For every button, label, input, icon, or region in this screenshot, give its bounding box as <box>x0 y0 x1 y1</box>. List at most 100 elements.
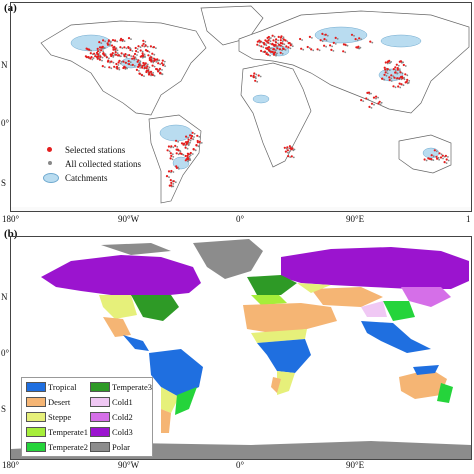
all-station-dot <box>129 47 132 49</box>
climate-legend: Tropical Temperate3 Desert Cold1 Steppe … <box>21 377 153 457</box>
all-station-dot <box>121 47 124 50</box>
selected-station-dot <box>190 137 193 140</box>
selected-station-dot <box>278 48 282 51</box>
all-station-dot <box>435 150 438 153</box>
selected-station-dot <box>115 62 118 66</box>
all-station-dot <box>353 34 355 37</box>
selected-station-dot <box>154 58 157 61</box>
selected-station-dot <box>147 69 150 72</box>
selected-station-dot <box>110 44 114 47</box>
selected-station-dot <box>123 65 126 68</box>
selected-station-dot <box>186 154 189 157</box>
x-tick-a-1: 90°W <box>118 214 140 224</box>
selected-station-dot <box>395 63 398 66</box>
selected-station-dot <box>265 52 268 56</box>
selected-station-dot <box>106 43 110 46</box>
legend-all-stations: All collected stations <box>43 157 141 171</box>
all-station-dot <box>153 65 156 68</box>
selected-station-dot <box>388 78 391 82</box>
selected-station-dot <box>138 72 141 75</box>
selected-station-dot <box>273 51 277 54</box>
selected-station-dot <box>253 72 256 75</box>
all-station-dot <box>397 64 400 67</box>
all-station-dot <box>390 77 393 80</box>
all-station-dot <box>182 153 185 156</box>
all-station-dot <box>129 61 132 63</box>
selected-station-dot <box>279 36 282 39</box>
selected-station-dot <box>430 158 433 161</box>
all-station-dot <box>116 40 118 43</box>
selected-station-dot <box>133 57 136 60</box>
selected-station-dot <box>192 148 195 151</box>
selected-station-dot <box>288 42 291 45</box>
all-station-dot <box>117 64 120 66</box>
all-station-dot <box>375 97 377 100</box>
all-station-dot <box>292 149 295 152</box>
selected-station-dot <box>155 67 158 71</box>
all-station-dot <box>120 60 123 63</box>
region-polar-greenland <box>193 239 263 279</box>
selected-station-dot <box>260 45 263 48</box>
all-station-dot <box>269 40 272 43</box>
selected-station-dot <box>157 70 160 73</box>
all-station-dot <box>189 139 192 142</box>
region-steppe-south-america <box>161 387 179 413</box>
catchment-africa-west <box>252 94 270 104</box>
all-station-dot <box>138 61 141 64</box>
selected-station-dot <box>396 68 399 71</box>
selected-station-dot <box>435 155 438 158</box>
selected-station-dot <box>98 46 102 49</box>
all-station-dot <box>360 38 363 41</box>
selected-station-dot <box>143 66 146 69</box>
selected-station-dot <box>96 47 99 51</box>
all-station-dot <box>144 55 146 58</box>
selected-station-dot <box>274 44 277 47</box>
all-station-dot <box>388 62 391 64</box>
legend-swatch-temperate1 <box>26 427 46 437</box>
selected-station-dot <box>350 33 354 36</box>
selected-station-dot <box>388 76 391 79</box>
region-cold3-north-america <box>41 255 201 297</box>
x-tick-a-4: 1 <box>466 214 471 224</box>
all-station-dot <box>287 151 289 154</box>
all-station-dot <box>172 146 175 149</box>
selected-station-dot <box>394 71 397 74</box>
selected-station-dot <box>402 63 405 67</box>
selected-station-dot <box>162 64 165 67</box>
selected-station-dot <box>262 41 265 45</box>
all-station-dot <box>95 53 97 56</box>
selected-station-dot <box>430 154 433 157</box>
selected-station-dot <box>113 46 116 49</box>
all-station-dot <box>143 53 146 56</box>
all-station-dot <box>186 160 189 163</box>
selected-station-dot <box>190 134 194 138</box>
all-station-dot <box>130 64 132 66</box>
station-legend: Selected stations All collected stations… <box>43 143 141 185</box>
selected-station-dot <box>290 155 293 158</box>
selected-station-dot <box>392 68 395 71</box>
selected-station-dot <box>441 154 444 157</box>
region-cold3-eurasia <box>281 247 469 289</box>
all-station-dot <box>104 40 106 43</box>
selected-station-dot <box>134 46 137 50</box>
selected-station-dot <box>128 63 131 66</box>
legend-label-cold3: Cold3 <box>112 427 133 437</box>
all-station-dot <box>178 168 180 170</box>
all-station-dot <box>164 65 167 67</box>
selected-station-dot <box>95 51 99 55</box>
selected-station-dot <box>360 99 363 102</box>
selected-station-dot <box>189 151 192 155</box>
all-station-dot <box>301 39 303 41</box>
catchment-east-siberia <box>380 34 422 48</box>
all-station-dot <box>116 52 119 55</box>
legend-label-cold2: Cold2 <box>112 412 133 422</box>
selected-station-dot <box>271 50 274 54</box>
all-station-dot <box>188 155 191 158</box>
selected-station-dot <box>108 66 111 69</box>
selected-station-dot <box>101 65 104 68</box>
legend-label-desert: Desert <box>48 397 71 407</box>
selected-station-dot <box>142 42 145 45</box>
selected-station-dot <box>267 49 270 52</box>
all-station-dot <box>255 73 258 76</box>
all-station-dot <box>187 136 190 139</box>
